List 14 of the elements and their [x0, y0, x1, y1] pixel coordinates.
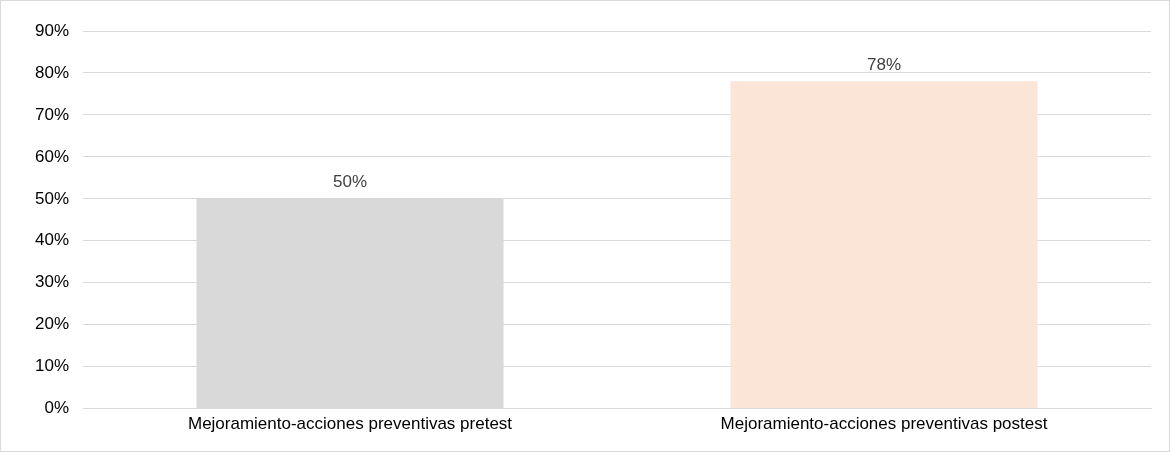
x-tick-label: Mejoramiento-acciones preventivas pretest — [187, 414, 513, 434]
y-tick-label: 20% — [34, 314, 70, 334]
y-tick-label: 30% — [34, 272, 70, 292]
x-tick-label: Mejoramiento-acciones preventivas postest — [720, 414, 1048, 434]
data-label: 78% — [866, 54, 902, 74]
y-tick-label: 60% — [34, 146, 70, 166]
y-tick-label: 50% — [34, 188, 70, 208]
y-tick-label: 0% — [44, 398, 70, 418]
y-tick-label: 70% — [34, 104, 70, 124]
y-tick-label: 90% — [34, 20, 70, 40]
y-tick-label: 40% — [34, 230, 70, 250]
data-label: 50% — [333, 172, 368, 192]
y-tick-label: 10% — [34, 356, 70, 376]
y-tick-label: 80% — [34, 62, 70, 82]
